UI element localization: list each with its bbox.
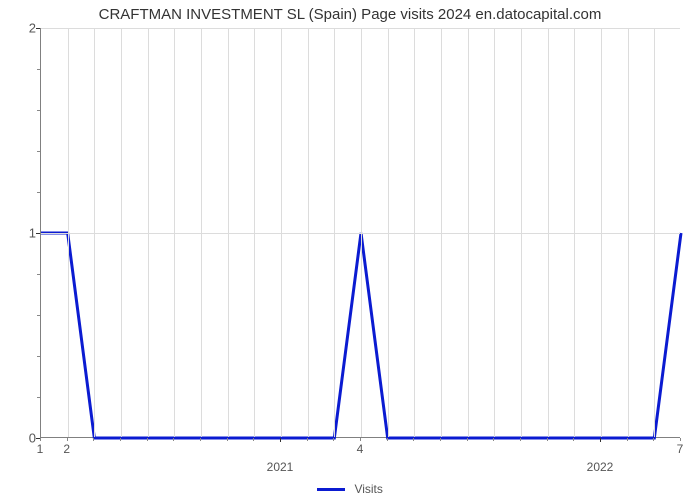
xtick-label: 2: [63, 442, 70, 456]
xtick-minor: [93, 438, 94, 441]
grid-v: [148, 28, 149, 437]
grid-v: [521, 28, 522, 437]
ytick-minor: [37, 110, 40, 111]
grid-v: [441, 28, 442, 437]
xtick-minor: [307, 438, 308, 441]
chart-container: CRAFTMAN INVESTMENT SL (Spain) Page visi…: [0, 0, 700, 500]
grid-v: [68, 28, 69, 437]
grid-v: [414, 28, 415, 437]
xtick-minor: [333, 438, 334, 441]
xtick-minor: [147, 438, 148, 441]
grid-v: [228, 28, 229, 437]
xtick-year-label: 2021: [267, 460, 294, 474]
ytick-minor: [37, 192, 40, 193]
xtick-minor: [173, 438, 174, 441]
xtick-minor: [493, 438, 494, 441]
grid-v: [254, 28, 255, 437]
ytick-minor: [37, 274, 40, 275]
grid-v: [201, 28, 202, 437]
grid-v: [281, 28, 282, 437]
xtick-minor: [520, 438, 521, 441]
ytick-mark: [36, 233, 40, 234]
grid-v: [388, 28, 389, 437]
grid-v: [121, 28, 122, 437]
ytick-minor: [37, 315, 40, 316]
ytick-label: 2: [6, 21, 36, 36]
grid-v: [468, 28, 469, 437]
xtick-minor: [67, 438, 68, 441]
grid-v: [361, 28, 362, 437]
legend: Visits: [0, 482, 700, 496]
grid-v: [574, 28, 575, 437]
xtick-minor: [200, 438, 201, 441]
grid-v: [601, 28, 602, 437]
grid-v: [174, 28, 175, 437]
ytick-mark: [36, 28, 40, 29]
xtick-minor: [253, 438, 254, 441]
chart-title: CRAFTMAN INVESTMENT SL (Spain) Page visi…: [0, 6, 700, 23]
xtick-label: 4: [357, 442, 364, 456]
grid-v: [548, 28, 549, 437]
xtick-minor: [40, 438, 41, 441]
grid-v: [94, 28, 95, 437]
grid-v: [628, 28, 629, 437]
xtick-mark: [600, 438, 601, 442]
xtick-minor: [547, 438, 548, 441]
ytick-minor: [37, 151, 40, 152]
xtick-label: 1: [37, 442, 44, 456]
xtick-minor: [653, 438, 654, 441]
xtick-minor: [120, 438, 121, 441]
xtick-mark: [280, 438, 281, 442]
ytick-minor: [37, 69, 40, 70]
xtick-year-label: 2022: [587, 460, 614, 474]
grid-v: [334, 28, 335, 437]
xtick-minor: [387, 438, 388, 441]
xtick-minor: [573, 438, 574, 441]
xtick-minor: [227, 438, 228, 441]
xtick-minor: [440, 438, 441, 441]
ytick-minor: [37, 356, 40, 357]
xtick-minor: [413, 438, 414, 441]
grid-v: [308, 28, 309, 437]
legend-label: Visits: [354, 482, 382, 496]
xtick-minor: [627, 438, 628, 441]
xtick-minor: [360, 438, 361, 441]
plot-area: [40, 28, 680, 438]
legend-swatch: [317, 488, 345, 491]
ytick-label: 1: [6, 226, 36, 241]
ytick-label: 0: [6, 431, 36, 446]
grid-v: [654, 28, 655, 437]
xtick-minor: [467, 438, 468, 441]
ytick-minor: [37, 397, 40, 398]
xtick-label: 7: [677, 442, 684, 456]
xtick-minor: [680, 438, 681, 441]
grid-v: [494, 28, 495, 437]
